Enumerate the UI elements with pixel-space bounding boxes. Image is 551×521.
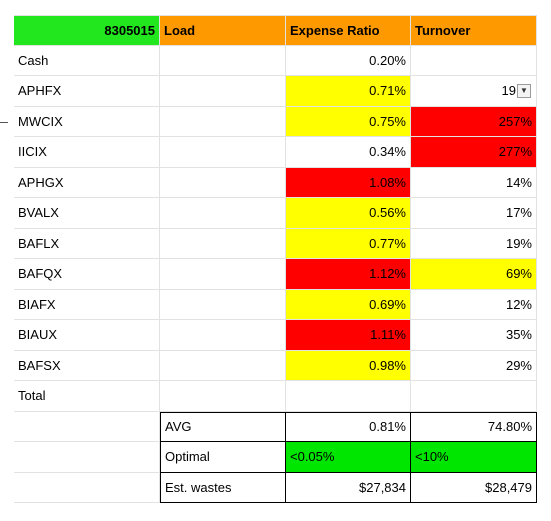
spreadsheet: 8305015 Load Expense Ratio Turnover Cash… (14, 15, 537, 503)
load-cell[interactable] (160, 45, 286, 76)
table-row: BIAUX 1.11% 35% (14, 320, 537, 351)
table-row: Total (14, 381, 537, 412)
turnover-cell[interactable]: 35% (411, 320, 537, 351)
load-cell[interactable] (160, 259, 286, 290)
summary-row: AVG 0.81% 74.80% (14, 411, 537, 442)
summary-label-cell[interactable]: Est. wastes (160, 472, 286, 503)
turnover-cell[interactable]: 257% (411, 106, 537, 137)
table-row: MWCIX 0.75% 257% (14, 106, 537, 137)
header-row: 8305015 Load Expense Ratio Turnover (14, 15, 537, 46)
load-cell[interactable] (160, 167, 286, 198)
load-cell[interactable] (160, 198, 286, 229)
turnover-cell[interactable]: 19 (411, 76, 537, 107)
expense-ratio-cell[interactable]: 0.20% (286, 45, 411, 76)
row-marker (0, 122, 8, 123)
summary-empty-cell[interactable] (14, 472, 160, 503)
fund-name-cell[interactable]: BAFQX (14, 259, 160, 290)
turnover-cell[interactable] (411, 45, 537, 76)
expense-ratio-cell[interactable]: 0.98% (286, 350, 411, 381)
summary-turnover-cell[interactable]: 74.80% (411, 411, 537, 442)
turnover-cell[interactable]: 17% (411, 198, 537, 229)
expense-ratio-cell[interactable] (286, 381, 411, 412)
expense-ratio-cell[interactable]: 0.56% (286, 198, 411, 229)
fund-name-cell[interactable]: BAFLX (14, 228, 160, 259)
fund-name-cell[interactable]: APHFX (14, 76, 160, 107)
load-cell[interactable] (160, 381, 286, 412)
load-cell[interactable] (160, 137, 286, 168)
summary-expense-cell[interactable]: <0.05% (286, 442, 411, 473)
summary-empty-cell[interactable] (14, 411, 160, 442)
summary-expense-cell[interactable]: $27,834 (286, 472, 411, 503)
filter-dropdown-icon[interactable]: ▼ (517, 84, 531, 98)
load-cell[interactable] (160, 228, 286, 259)
summary-turnover-cell[interactable]: $28,479 (411, 472, 537, 503)
turnover-cell[interactable] (411, 381, 537, 412)
table-row: APHFX 0.71% 19 (14, 76, 537, 107)
header-load-cell[interactable]: Load (160, 15, 286, 46)
fund-name-cell[interactable]: Cash (14, 45, 160, 76)
load-cell[interactable] (160, 289, 286, 320)
load-cell[interactable] (160, 106, 286, 137)
summary-label-cell[interactable]: Optimal (160, 442, 286, 473)
summary-row: Optimal <0.05% <10% (14, 442, 537, 473)
summary-turnover-cell[interactable]: <10% (411, 442, 537, 473)
load-cell[interactable] (160, 76, 286, 107)
expense-ratio-cell[interactable]: 1.11% (286, 320, 411, 351)
summary-expense-cell[interactable]: 0.81% (286, 411, 411, 442)
summary-label-cell[interactable]: AVG (160, 411, 286, 442)
table-row: BAFSX 0.98% 29% (14, 350, 537, 381)
fund-name-cell[interactable]: BAFSX (14, 350, 160, 381)
header-id-cell[interactable]: 8305015 (14, 15, 160, 46)
fund-name-cell[interactable]: BIAFX (14, 289, 160, 320)
load-cell[interactable] (160, 350, 286, 381)
fund-name-cell[interactable]: Total (14, 381, 160, 412)
fund-name-cell[interactable]: MWCIX (14, 106, 160, 137)
expense-ratio-cell[interactable]: 1.08% (286, 167, 411, 198)
fund-name-cell[interactable]: BVALX (14, 198, 160, 229)
turnover-cell[interactable]: 69% (411, 259, 537, 290)
table-row: BAFLX 0.77% 19% (14, 228, 537, 259)
header-turnover-cell[interactable]: Turnover (411, 15, 537, 46)
expense-ratio-cell[interactable]: 0.75% (286, 106, 411, 137)
turnover-cell[interactable]: 19% (411, 228, 537, 259)
table-row: BIAFX 0.69% 12% (14, 289, 537, 320)
table-row: IICIX 0.34% 277% (14, 137, 537, 168)
turnover-cell[interactable]: 12% (411, 289, 537, 320)
expense-ratio-cell[interactable]: 1.12% (286, 259, 411, 290)
table-row: APHGX 1.08% 14% (14, 167, 537, 198)
fund-name-cell[interactable]: BIAUX (14, 320, 160, 351)
table-row: BVALX 0.56% 17% (14, 198, 537, 229)
turnover-cell[interactable]: 14% (411, 167, 537, 198)
expense-ratio-cell[interactable]: 0.77% (286, 228, 411, 259)
fund-name-cell[interactable]: APHGX (14, 167, 160, 198)
summary-empty-cell[interactable] (14, 442, 160, 473)
expense-ratio-cell[interactable]: 0.69% (286, 289, 411, 320)
table-row: Cash 0.20% (14, 45, 537, 76)
table-row: BAFQX 1.12% 69% (14, 259, 537, 290)
fund-name-cell[interactable]: IICIX (14, 137, 160, 168)
header-expense-ratio-cell[interactable]: Expense Ratio (286, 15, 411, 46)
turnover-cell[interactable]: 277% (411, 137, 537, 168)
expense-ratio-cell[interactable]: 0.71% (286, 76, 411, 107)
turnover-cell[interactable]: 29% (411, 350, 537, 381)
summary-row: Est. wastes $27,834 $28,479 (14, 472, 537, 503)
expense-ratio-cell[interactable]: 0.34% (286, 137, 411, 168)
load-cell[interactable] (160, 320, 286, 351)
